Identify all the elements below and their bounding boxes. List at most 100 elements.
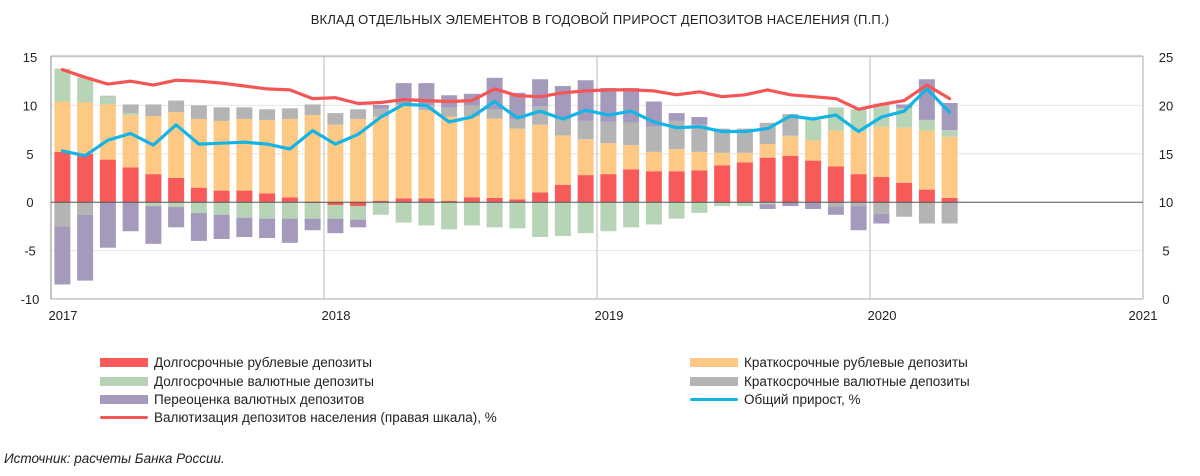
bar-segment-s3: [941, 202, 958, 224]
bar-segment-s2: [623, 202, 640, 228]
bar-segment-s4: [600, 87, 617, 122]
bar-segment-s2: [509, 202, 526, 229]
bar-segment-s0: [463, 197, 480, 203]
bar-segment-s3: [99, 95, 116, 97]
legend-label: Краткосрочные валютные депозиты: [744, 374, 970, 389]
bar-segment-s1: [759, 144, 776, 158]
legend-item-revaluation: Переоценка валютных депозитов: [100, 392, 364, 407]
bar-segment-s4: [122, 202, 139, 232]
bar-segment-s0: [236, 190, 253, 203]
bar-segment-s0: [736, 162, 753, 203]
bar-segment-s3: [509, 118, 526, 129]
legend-swatch: [100, 358, 148, 367]
bar-segment-s3: [645, 126, 662, 152]
bar-segment-s0: [554, 184, 571, 203]
bar-segment-s3: [554, 118, 571, 136]
bar-segment-s4: [486, 77, 503, 110]
bar-segment-s1: [645, 151, 662, 172]
y-left-tick-label: 0: [26, 195, 33, 210]
bar-segment-s1: [441, 116, 458, 201]
bar-segment-s3: [463, 105, 480, 117]
bar-segment-s0: [691, 170, 708, 203]
bar-segment-s2: [668, 202, 685, 219]
legend-item-long-fx: Долгосрочные валютные депозиты: [100, 374, 374, 389]
bar-segment-s2: [54, 68, 71, 102]
bar-segment-s0: [327, 202, 344, 206]
bar-segment-s2: [304, 203, 321, 219]
legend-swatch: [100, 395, 148, 404]
bar-segment-s3: [122, 104, 139, 114]
bar-segment-s0: [99, 159, 116, 203]
bar-segment-s0: [600, 174, 617, 203]
x-tick-label: 2021: [1129, 308, 1158, 323]
bar-segment-s1: [691, 151, 708, 171]
bar-segment-s0: [532, 192, 549, 203]
legend-item-long-rub: Долгосрочные рублевые депозиты: [100, 355, 372, 370]
bar-segment-s4: [509, 92, 526, 119]
bar-segment-s0: [281, 197, 298, 203]
bar-segment-s2: [827, 107, 844, 131]
bar-segment-s4: [668, 113, 685, 121]
bar-segment-s3: [827, 202, 844, 208]
bar-segment-s3: [281, 108, 298, 119]
bar-segment-s3: [304, 104, 321, 116]
bar-segment-s3: [190, 105, 207, 119]
bar-segment-s3: [623, 122, 640, 146]
bar-segment-s2: [736, 202, 753, 207]
legend-label: Краткосрочные рублевые депозиты: [744, 355, 968, 370]
bar-segment-s0: [395, 198, 412, 203]
y-left-tick-label: -5: [24, 244, 36, 259]
bar-segment-s4: [532, 79, 549, 107]
bar-segment-s1: [896, 127, 913, 183]
y-left-tick-label: 5: [26, 147, 33, 162]
y-left-tick-label: 15: [23, 50, 37, 65]
bar-segment-s3: [873, 202, 890, 214]
bar-segment-s4: [304, 218, 321, 231]
legend-item-dollarization: Валютизация депозитов населения (правая …: [100, 410, 497, 425]
x-tick-label: 2020: [868, 308, 897, 323]
legend-label: Переоценка валютных депозитов: [154, 392, 365, 407]
bar-segment-s0: [486, 197, 503, 203]
bar-segment-s3: [213, 107, 230, 121]
legend-swatch: [690, 377, 738, 386]
legend-line: [690, 398, 738, 401]
bar-segment-s3: [54, 202, 71, 227]
bar-segment-s0: [918, 189, 935, 203]
bar-segment-s4: [259, 218, 276, 239]
bar-segment-s2: [805, 119, 822, 141]
bar-segment-s2: [168, 202, 185, 208]
bar-segment-s1: [805, 140, 822, 161]
bar-segment-s0: [77, 153, 94, 203]
bar-segment-s0: [714, 165, 731, 203]
bar-segment-s0: [372, 200, 389, 203]
bar-segment-s1: [99, 104, 116, 160]
bar-segment-s2: [441, 202, 458, 230]
source-note: Источник: расчеты Банка России.: [4, 451, 225, 466]
bar-segment-s4: [190, 212, 207, 241]
bar-segment-s4: [782, 202, 799, 207]
bar-segment-s1: [77, 102, 94, 154]
bar-segment-s0: [190, 187, 207, 203]
bar-segment-s1: [236, 118, 253, 191]
bar-segment-s3: [736, 128, 753, 153]
bar-segment-s3: [441, 107, 458, 117]
bar-segment-s3: [532, 106, 549, 125]
bar-segment-s3: [691, 124, 708, 152]
bar-segment-s0: [509, 199, 526, 203]
y-right-tick-label: 20: [1159, 98, 1173, 113]
bar-segment-s4: [691, 117, 708, 125]
bar-segment-s1: [736, 152, 753, 163]
bar-segment-s4: [827, 207, 844, 215]
bar-segment-s2: [350, 206, 367, 220]
y-left-tick-label: 10: [23, 98, 37, 113]
x-tick-label: 2018: [322, 308, 351, 323]
bar-segment-s1: [782, 136, 799, 156]
bar-segment-s4: [896, 104, 913, 109]
bar-segment-s2: [122, 113, 139, 116]
bar-segment-s3: [600, 121, 617, 144]
bar-segment-s0: [577, 175, 594, 203]
legend-label: Валютизация депозитов населения (правая …: [154, 410, 497, 425]
bar-segment-s3: [896, 202, 913, 217]
bar-segment-s2: [532, 202, 549, 238]
bar-segment-s2: [418, 202, 435, 226]
